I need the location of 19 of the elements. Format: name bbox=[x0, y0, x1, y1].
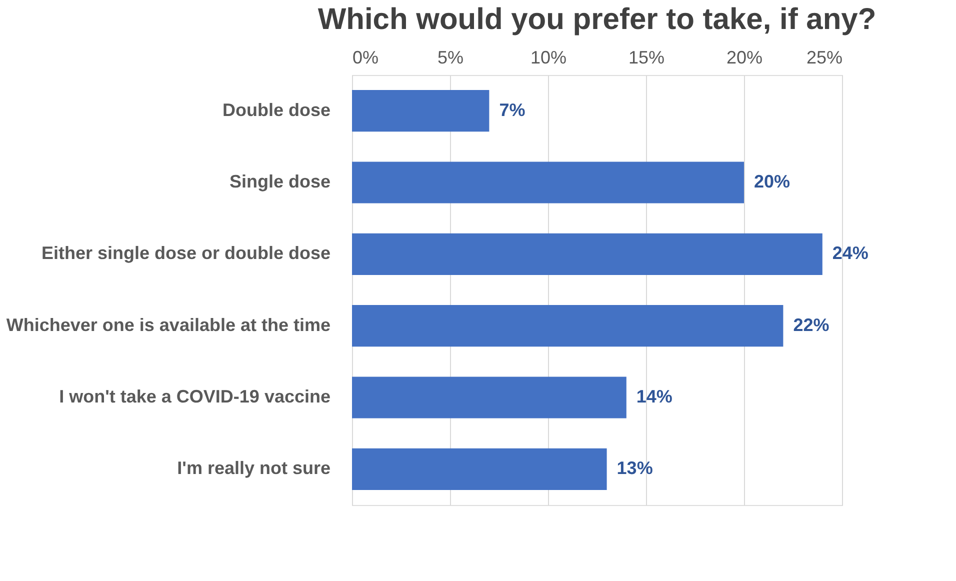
y-tick-label: Either single dose or double dose bbox=[41, 243, 330, 264]
y-tick-label: I won't take a COVID-19 vaccine bbox=[59, 386, 330, 406]
y-tick-label: Double dose bbox=[222, 100, 330, 120]
data-label: 14% bbox=[636, 386, 672, 406]
data-label: 20% bbox=[754, 172, 790, 192]
data-label: 22% bbox=[793, 314, 830, 335]
x-tick-label: 0% bbox=[352, 48, 379, 68]
x-tick-label: 15% bbox=[628, 48, 665, 68]
y-tick-label: Whichever one is available at the time bbox=[6, 314, 330, 335]
y-tick-label: I'm really not sure bbox=[177, 458, 330, 478]
x-tick-label: 10% bbox=[530, 48, 567, 68]
data-label: 7% bbox=[499, 100, 526, 120]
data-label: 13% bbox=[616, 458, 653, 478]
chart-title: Which would you prefer to take, if any? bbox=[318, 3, 876, 36]
x-tick-label: 25% bbox=[806, 48, 842, 68]
x-tick-label: 20% bbox=[726, 48, 763, 68]
x-tick-label: 5% bbox=[437, 48, 464, 68]
data-label: 24% bbox=[832, 243, 868, 264]
y-tick-label: Single dose bbox=[229, 172, 330, 192]
